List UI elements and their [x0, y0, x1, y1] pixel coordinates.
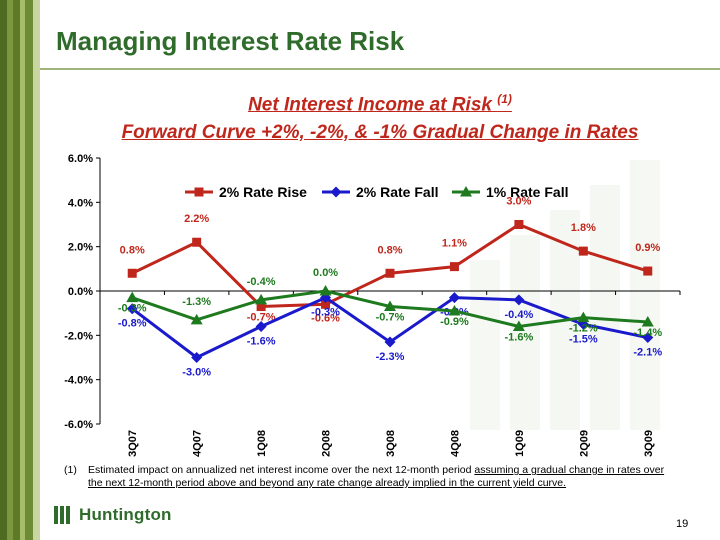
data-label: 0.8% — [120, 244, 145, 256]
data-point — [126, 291, 139, 303]
data-label: -0.7% — [376, 312, 405, 324]
data-point — [255, 320, 267, 332]
data-point — [384, 300, 396, 312]
x-tick-label: 4Q08 — [449, 430, 461, 457]
data-point — [448, 292, 460, 304]
data-label: -0.4% — [505, 309, 534, 321]
data-label: -1.2% — [569, 323, 598, 335]
y-tick-label: -6.0% — [64, 419, 93, 431]
subtitle-reference: (1) — [497, 92, 512, 106]
data-point — [321, 299, 331, 309]
data-point — [127, 268, 137, 278]
data-point — [641, 316, 654, 327]
x-tick-label: 3Q09 — [643, 430, 655, 457]
data-label: -0.3% — [311, 307, 340, 319]
data-label: 1.1% — [442, 238, 467, 250]
logo-mark-icon — [54, 506, 74, 524]
x-tick-label: 3Q08 — [385, 430, 397, 457]
data-label: -2.1% — [633, 347, 662, 359]
data-point — [190, 313, 203, 325]
y-tick-label: -2.0% — [64, 330, 93, 342]
data-point — [126, 303, 138, 315]
legend-label: 2% Rate Fall — [356, 184, 438, 200]
data-point — [577, 311, 590, 323]
data-point — [512, 320, 525, 331]
chart-subtitle-2: Forward Curve +2%, -2%, & -1% Gradual Ch… — [121, 122, 639, 143]
series-2-rate-fall: -0.8% -3.0% -1.6% -0.3% -2.3% -0.3% -0.4% -1.5%… — [118, 292, 662, 379]
page-number: 19 — [676, 518, 689, 530]
data-label: 0.9% — [635, 242, 660, 254]
title-rule — [40, 68, 720, 70]
y-tick-label: -4.0% — [64, 375, 93, 387]
data-point — [192, 237, 202, 247]
data-label: 3.0% — [506, 196, 531, 208]
x-tick-label: 3Q07 — [127, 430, 139, 457]
subtitle-main: Net Interest Income at Risk — [248, 94, 492, 116]
data-point — [513, 294, 525, 306]
footnote: (1) Estimated impact on annualized net i… — [64, 464, 670, 490]
y-tick-label: 2.0% — [68, 242, 93, 254]
data-label: -1.4% — [633, 327, 662, 339]
data-point — [191, 352, 203, 363]
data-label: -1.6% — [505, 331, 534, 343]
data-point — [449, 262, 459, 272]
series-layer: 0.8% 2.2% -0.7% -0.6% 0.8% 1.1% 3.0% 1.8% 0.9% -0… — [118, 196, 663, 379]
data-label: 1.8% — [571, 222, 596, 234]
chart-axes: 6.0% 4.0% 2.0% 0.0% -2.0% -4.0% -6.0% 3Q07 4Q07 1… — [64, 153, 681, 457]
data-point — [255, 293, 268, 305]
data-label: 2.2% — [184, 213, 209, 225]
legend-marker — [460, 186, 472, 197]
data-point — [256, 302, 266, 312]
data-point — [642, 332, 654, 344]
data-label: -0.7% — [247, 312, 276, 324]
legend-label: 1% Rate Fall — [486, 184, 568, 200]
x-tick-label: 4Q07 — [192, 430, 204, 457]
data-label: -0.6% — [311, 312, 340, 324]
data-label: 0.8% — [377, 244, 402, 256]
data-point — [514, 220, 524, 229]
watermark — [470, 160, 660, 430]
footnote-underlined: assuming a gradual change in rates over … — [88, 464, 665, 489]
data-label: -0.3% — [118, 303, 147, 315]
slide-title: Managing Interest Rate Risk — [56, 26, 405, 56]
x-tick-label: 2Q09 — [578, 430, 590, 457]
y-tick-label: 4.0% — [68, 197, 93, 209]
series-1-rate-fall: -0.3%-1.3%-0.4%0.0%-0.7% -0.9%-1.6%-1.2% -… — [118, 267, 663, 343]
legend-marker — [330, 186, 342, 198]
data-point — [385, 268, 395, 278]
x-tick-label: 2Q08 — [321, 430, 333, 457]
left-decorative-stripes — [0, 0, 40, 540]
data-point — [448, 304, 461, 316]
data-label: -1.6% — [247, 335, 276, 347]
data-label: -0.9% — [440, 316, 469, 328]
y-tick-label: 0.0% — [68, 286, 93, 298]
data-label: -3.0% — [182, 367, 211, 379]
legend-marker — [194, 187, 204, 197]
huntington-logo: Huntington — [54, 505, 172, 525]
data-label: -0.8% — [118, 318, 147, 330]
chart-subtitle: Net Interest Income at Risk (1) — [40, 92, 720, 116]
y-tick-label: 6.0% — [68, 153, 93, 165]
data-point — [319, 285, 332, 296]
footnote-plain: Estimated impact on annualized net inter… — [88, 464, 475, 476]
data-label: -0.4% — [247, 276, 276, 288]
data-label: -2.3% — [376, 351, 405, 363]
data-label: -1.5% — [569, 333, 598, 345]
data-point — [643, 266, 653, 276]
footnote-number: (1) — [64, 464, 77, 476]
logo-text: Huntington — [79, 505, 172, 524]
chart-legend: 2% Rate Rise 2% Rate Fall 1% Rate Fall — [185, 184, 568, 200]
footnote-text: Estimated impact on annualized net inter… — [88, 464, 670, 490]
series-2-rate-rise: 0.8% 2.2% -0.7% -0.6% 0.8% 1.1% 3.0% 1.8% 0.9% — [120, 196, 661, 325]
data-label: 0.0% — [313, 267, 338, 279]
data-point — [578, 246, 588, 256]
legend-label: 2% Rate Rise — [219, 184, 307, 200]
x-tick-label: 1Q08 — [256, 430, 268, 457]
data-label: -1.3% — [182, 296, 211, 308]
data-point — [384, 336, 396, 348]
x-tick-label: 1Q09 — [514, 430, 526, 457]
